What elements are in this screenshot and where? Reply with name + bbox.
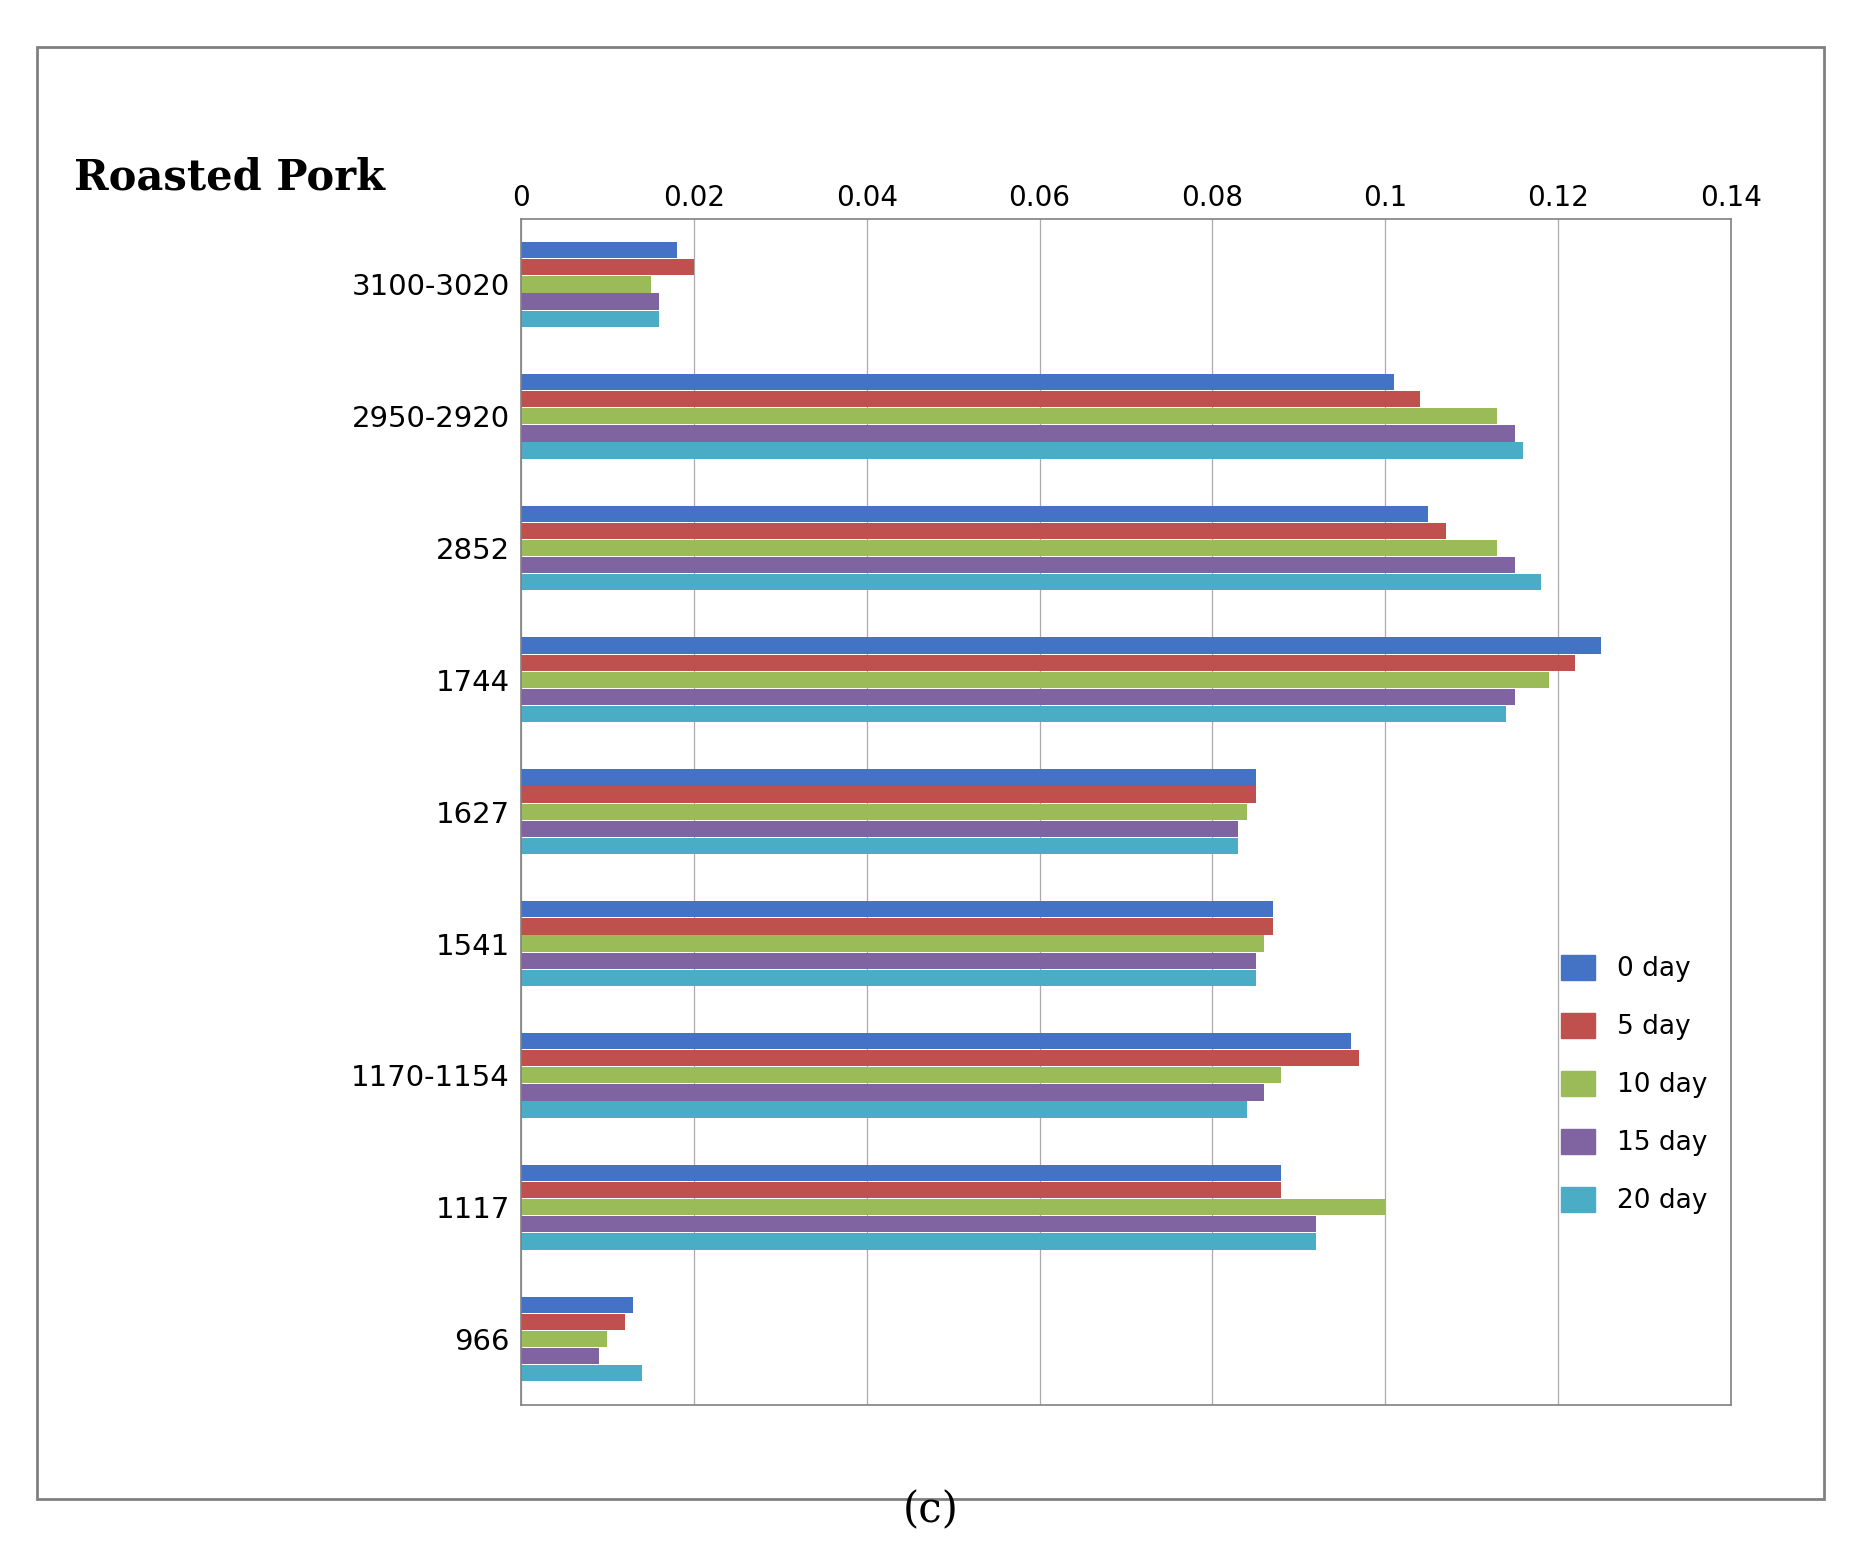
Bar bbox=[521, 259, 694, 275]
Bar bbox=[521, 1182, 1282, 1199]
Bar bbox=[521, 574, 1541, 590]
Bar bbox=[521, 442, 1524, 459]
Bar bbox=[521, 1033, 1351, 1049]
Bar bbox=[521, 637, 1600, 654]
Bar bbox=[521, 1165, 1282, 1182]
Bar bbox=[521, 311, 659, 326]
Bar bbox=[521, 1349, 599, 1364]
Bar bbox=[521, 1085, 1264, 1101]
Bar bbox=[521, 935, 1264, 952]
Bar bbox=[521, 425, 1515, 442]
Bar bbox=[521, 787, 1256, 802]
Bar bbox=[521, 706, 1506, 723]
Bar bbox=[521, 770, 1256, 785]
Legend: 0 day, 5 day, 10 day, 15 day, 20 day: 0 day, 5 day, 10 day, 15 day, 20 day bbox=[1550, 944, 1718, 1225]
Bar bbox=[521, 901, 1273, 918]
Bar bbox=[521, 918, 1273, 935]
Bar bbox=[521, 654, 1574, 671]
Bar bbox=[521, 1233, 1316, 1250]
Text: Roasted Pork: Roasted Pork bbox=[74, 156, 385, 198]
Bar bbox=[521, 952, 1256, 969]
Bar bbox=[521, 1199, 1385, 1216]
Bar bbox=[521, 969, 1256, 987]
Bar bbox=[521, 1297, 633, 1313]
Bar bbox=[521, 838, 1238, 854]
Bar bbox=[521, 390, 1420, 407]
Text: (c): (c) bbox=[903, 1489, 958, 1531]
Bar bbox=[521, 1102, 1247, 1118]
Bar bbox=[521, 671, 1548, 688]
Bar bbox=[521, 373, 1394, 390]
Bar bbox=[521, 804, 1247, 820]
Bar bbox=[521, 821, 1238, 837]
Bar bbox=[521, 276, 651, 292]
Bar bbox=[521, 688, 1515, 706]
Bar bbox=[521, 1068, 1282, 1083]
Bar bbox=[521, 407, 1498, 425]
Bar bbox=[521, 1051, 1359, 1066]
Bar bbox=[521, 1332, 607, 1347]
Bar bbox=[521, 1314, 625, 1330]
Bar bbox=[521, 523, 1446, 539]
Bar bbox=[521, 293, 659, 309]
Bar bbox=[521, 1216, 1316, 1233]
Bar bbox=[521, 242, 677, 258]
Bar bbox=[521, 1366, 642, 1381]
Bar bbox=[521, 506, 1429, 521]
Bar bbox=[521, 540, 1498, 556]
Bar bbox=[521, 557, 1515, 573]
